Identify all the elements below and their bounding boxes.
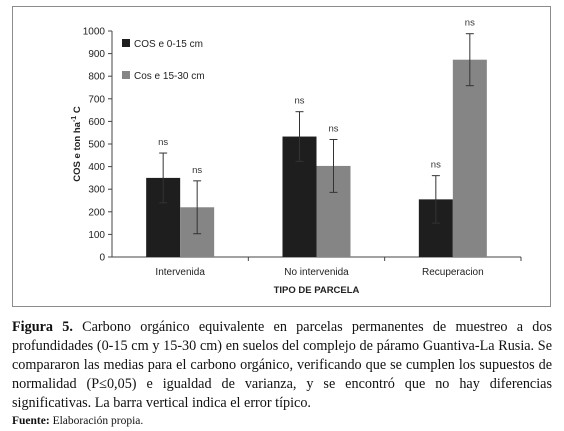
- y-tick-label: 700: [88, 94, 105, 105]
- legend-label: Cos e 15-30 cm: [134, 71, 205, 82]
- source-label: Fuente:: [12, 415, 50, 427]
- y-tick-label: 900: [88, 49, 105, 60]
- x-tick-label: No intervenida: [284, 267, 349, 278]
- x-tick-label: Recuperacion: [422, 267, 484, 278]
- y-tick-label: 400: [88, 162, 105, 173]
- y-tick-label: 800: [88, 72, 105, 83]
- figure-caption: Figura 5. Carbono orgánico equivalente e…: [12, 318, 552, 413]
- y-tick-label: 0: [99, 253, 105, 264]
- significance-label: ns: [431, 160, 441, 171]
- significance-label: ns: [328, 123, 338, 134]
- chart-frame: 0 100 200 300 400 500 600 700 800 900 1000 Interven…: [12, 6, 551, 307]
- figure-source: Fuente: Elaboración propia.: [12, 414, 552, 428]
- y-tick-label: 200: [88, 207, 105, 218]
- source-text: Elaboración propia.: [49, 415, 144, 427]
- significance-label: ns: [192, 165, 202, 176]
- legend-swatch: [122, 71, 130, 79]
- caption-label: Figura 5.: [12, 319, 73, 335]
- significance-label: ns: [158, 137, 168, 148]
- bar-chart: 0 100 200 300 400 500 600 700 800 900 1000 Interven…: [71, 18, 522, 296]
- y-tick-label: 300: [88, 185, 105, 196]
- significance-label: ns: [294, 96, 304, 107]
- legend-swatch: [122, 39, 130, 47]
- legend-label: COS e 0-15 cm: [134, 39, 203, 50]
- y-tick-label: 500: [88, 140, 105, 151]
- y-tick-label: 600: [88, 117, 105, 128]
- caption-text: Carbono orgánico equivalente en parcelas…: [12, 319, 553, 411]
- x-axis-title: TIPO DE PARCELA: [274, 285, 360, 296]
- bar: [452, 59, 487, 258]
- y-axis-title: COS e ton ha-1 C: [71, 106, 83, 182]
- x-tick-label: Intervenida: [155, 267, 205, 278]
- significance-label: ns: [465, 18, 475, 29]
- y-tick-label: 100: [88, 230, 105, 241]
- y-tick-label: 1000: [83, 27, 106, 38]
